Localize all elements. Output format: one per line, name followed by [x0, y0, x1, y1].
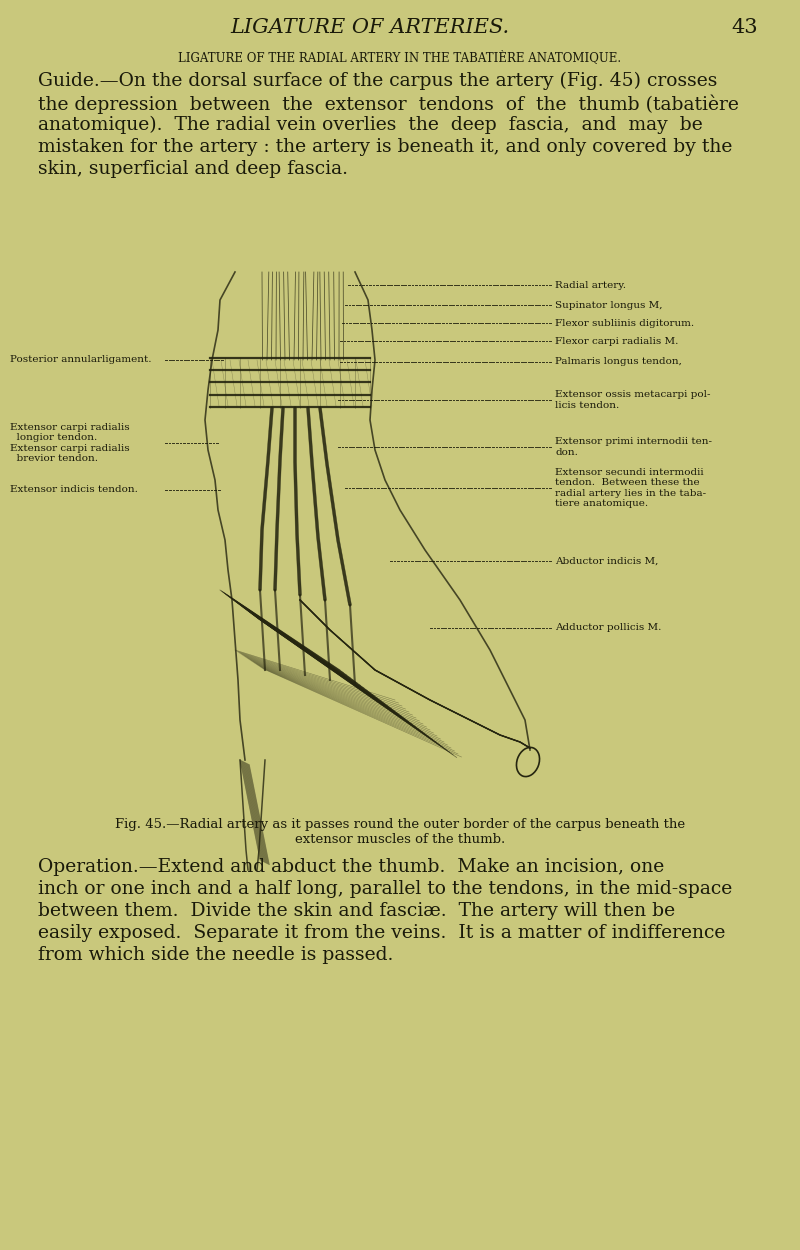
Text: Fig. 45.—Radial artery as it passes round the outer border of the carpus beneath: Fig. 45.—Radial artery as it passes roun…	[115, 818, 685, 831]
Text: from which side the needle is passed.: from which side the needle is passed.	[38, 946, 394, 964]
Text: 43: 43	[731, 18, 758, 38]
Text: skin, superficial and deep fascia.: skin, superficial and deep fascia.	[38, 160, 348, 177]
Text: Posterior annularligament.: Posterior annularligament.	[10, 355, 151, 365]
Text: mistaken for the artery : the artery is beneath it, and only covered by the: mistaken for the artery : the artery is …	[38, 138, 732, 156]
Text: easily exposed.  Separate it from the veins.  It is a matter of indifference: easily exposed. Separate it from the vei…	[38, 924, 726, 942]
Text: Extensor secundi intermodii
tendon.  Between these the
radial artery lies in the: Extensor secundi intermodii tendon. Betw…	[555, 468, 706, 508]
Text: Extensor indicis tendon.: Extensor indicis tendon.	[10, 485, 138, 495]
Text: LIGATURE OF ARTERIES.: LIGATURE OF ARTERIES.	[230, 18, 510, 38]
Text: Supinator longus M,: Supinator longus M,	[555, 300, 662, 310]
Text: Operation.—Extend and abduct the thumb.  Make an incision, one: Operation.—Extend and abduct the thumb. …	[38, 858, 664, 876]
Ellipse shape	[517, 748, 539, 776]
Text: Flexor carpi radialis M.: Flexor carpi radialis M.	[555, 336, 678, 345]
Text: Palmaris longus tendon,: Palmaris longus tendon,	[555, 357, 682, 366]
Text: between them.  Divide the skin and fasciæ.  The artery will then be: between them. Divide the skin and fasciæ…	[38, 902, 675, 920]
Text: Radial artery.: Radial artery.	[555, 280, 626, 290]
Text: Adductor pollicis M.: Adductor pollicis M.	[555, 624, 662, 632]
Text: Guide.—On the dorsal surface of the carpus the artery (Fig. 45) crosses: Guide.—On the dorsal surface of the carp…	[38, 72, 718, 90]
Text: Abductor indicis M,: Abductor indicis M,	[555, 556, 658, 565]
Text: inch or one inch and a half long, parallel to the tendons, in the mid-space: inch or one inch and a half long, parall…	[38, 880, 732, 898]
Text: Flexor subliinis digitorum.: Flexor subliinis digitorum.	[555, 319, 694, 328]
Text: anatomique).  The radial vein overlies  the  deep  fascia,  and  may  be: anatomique). The radial vein overlies th…	[38, 116, 702, 134]
Text: LIGATURE OF THE RADIAL ARTERY IN THE TABATIÈRE ANATOMIQUE.: LIGATURE OF THE RADIAL ARTERY IN THE TAB…	[178, 50, 622, 64]
Text: the depression  between  the  extensor  tendons  of  the  thumb (tabatière: the depression between the extensor tend…	[38, 94, 739, 114]
Text: extensor muscles of the thumb.: extensor muscles of the thumb.	[295, 832, 505, 846]
Text: Extensor primi internodii ten-
don.: Extensor primi internodii ten- don.	[555, 438, 712, 456]
Text: Extensor carpi radialis
  longior tendon.
Extensor carpi radialis
  brevior tend: Extensor carpi radialis longior tendon. …	[10, 422, 130, 462]
Text: Extensor ossis metacarpi pol-
licis tendon.: Extensor ossis metacarpi pol- licis tend…	[555, 390, 710, 410]
